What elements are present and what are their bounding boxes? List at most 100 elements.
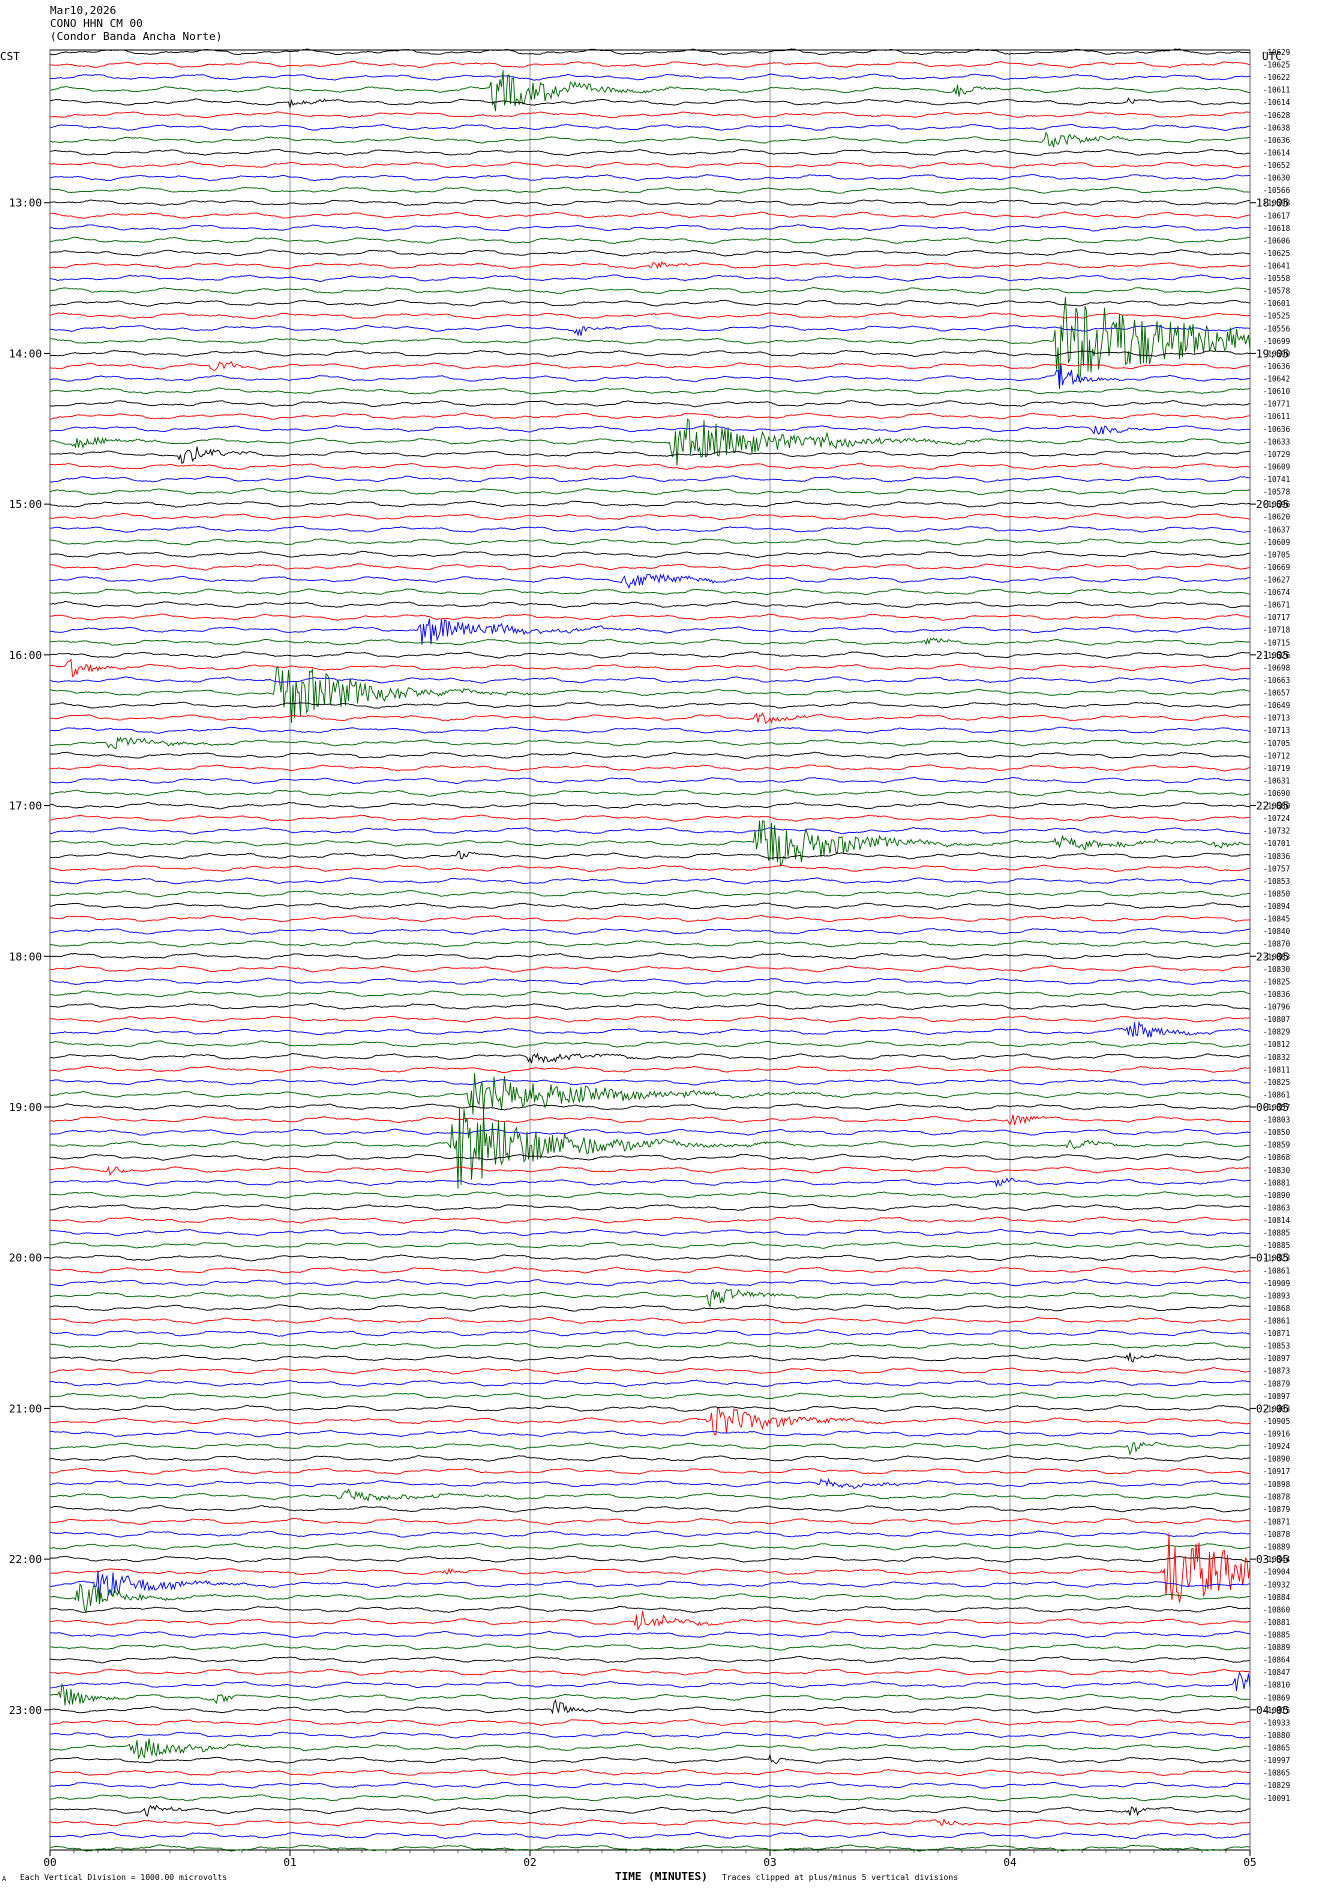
- trace-offset-label: -10878: [1263, 1492, 1291, 1501]
- trace-line: [49, 1455, 1251, 1463]
- trace-offset-label: -10715: [1263, 638, 1290, 647]
- trace-offset-label: -10696: [1263, 500, 1291, 509]
- trace-offset-label: -10609: [1263, 462, 1290, 471]
- trace-line: [49, 148, 1251, 157]
- trace-offset-label: -10626: [1263, 651, 1291, 660]
- trace-line: [50, 70, 1251, 112]
- trace-offset-label: -10880: [1263, 1731, 1291, 1740]
- left-hour-label: 16:00: [9, 649, 42, 662]
- trace-line: [49, 940, 1251, 948]
- left-hour-label: 20:00: [9, 1252, 42, 1265]
- trace-line: [50, 736, 1251, 750]
- trace-line: [50, 1191, 1251, 1199]
- trace-offset-label: -10814: [1263, 1216, 1291, 1225]
- trace-line: [49, 475, 1251, 483]
- trace-offset-label: -10881: [1263, 1178, 1290, 1187]
- trace-line: [49, 927, 1251, 935]
- trace-line: [50, 186, 1251, 194]
- trace-line: [49, 801, 1251, 810]
- trace-offset-label: -10525: [1263, 312, 1290, 321]
- left-hour-label: 18:00: [9, 950, 42, 963]
- trace-line: [49, 965, 1251, 973]
- trace-line: [49, 637, 1251, 646]
- trace-line: [49, 820, 1251, 868]
- trace-line: [49, 1818, 1251, 1827]
- trace-line: [49, 1352, 1251, 1363]
- right-hour-label: 01:05: [1256, 1252, 1289, 1265]
- trace-offset-label: -10601: [1263, 299, 1290, 308]
- trace-offset-label: -10671: [1263, 601, 1290, 610]
- trace-line: [50, 751, 1251, 759]
- trace-line: [49, 666, 1250, 723]
- trace-offset-label: -10847: [1263, 1668, 1290, 1677]
- trace-line: [49, 658, 1251, 678]
- trace-line: [49, 161, 1251, 169]
- trace-offset-label: -10611: [1263, 412, 1290, 421]
- trace-offset-label: -10625: [1263, 249, 1290, 258]
- trace-line: [50, 446, 1251, 465]
- trace-line: [49, 1605, 1251, 1614]
- trace-line: [49, 952, 1251, 960]
- trace-line: [49, 990, 1251, 998]
- trace-offset-label: -10717: [1263, 613, 1290, 622]
- trace-offset-label: -10890: [1263, 1455, 1291, 1464]
- trace-line: [49, 651, 1251, 659]
- trace-line: [49, 1108, 1251, 1189]
- trace-offset-label: -10897: [1263, 1392, 1290, 1401]
- trace-line: [49, 1279, 1251, 1287]
- trace-offset-label: -10712: [1263, 751, 1290, 760]
- trace-offset-label: -10633: [1263, 437, 1290, 446]
- trace-offset-label: -10909: [1263, 1279, 1290, 1288]
- trace-offset-label: -10905: [1263, 1417, 1290, 1426]
- trace-offset-label: -10830: [1263, 1166, 1291, 1175]
- trace-offset-label: -10705: [1263, 550, 1290, 559]
- left-hour-label: 21:00: [9, 1402, 42, 1415]
- trace-offset-label: -10669: [1263, 563, 1290, 572]
- left-hour-label: 13:00: [9, 197, 42, 210]
- trace-line: [49, 588, 1251, 596]
- trace-offset-label: -10771: [1263, 400, 1290, 409]
- trace-offset-label: -10850: [1263, 889, 1291, 898]
- trace-offset-label: -10829: [1263, 1781, 1290, 1790]
- x-tick-label: 03: [763, 1856, 776, 1869]
- trace-line: [49, 1229, 1251, 1237]
- trace-line: [49, 1065, 1251, 1073]
- trace-offset-label: -10713: [1263, 714, 1290, 723]
- left-timezone-label: CST: [0, 50, 20, 63]
- trace-offset-label: -10933: [1263, 1718, 1290, 1727]
- trace-line: [49, 299, 1251, 307]
- left-hour-label: 15:00: [9, 498, 42, 511]
- trace-line: [49, 1643, 1251, 1651]
- trace-offset-label: -10845: [1263, 915, 1290, 924]
- trace-offset-label: -10713: [1263, 726, 1290, 735]
- left-hour-label: 23:00: [9, 1704, 42, 1717]
- trace-line: [49, 1731, 1251, 1739]
- x-tick-label: 05: [1243, 1856, 1256, 1869]
- trace-offset-label: -10915: [1263, 1706, 1290, 1715]
- trace-line: [49, 131, 1250, 148]
- trace-line: [49, 324, 1251, 337]
- trace-line: [49, 412, 1251, 420]
- right-hour-label: 20:05: [1256, 498, 1289, 511]
- trace-offset-label: -10903: [1263, 1404, 1290, 1413]
- trace-line: [49, 1254, 1251, 1262]
- trace-offset-label: -10629: [1263, 48, 1290, 57]
- trace-offset-label: -10556: [1263, 324, 1291, 333]
- trace-offset-label: -10861: [1263, 1266, 1290, 1275]
- trace-line: [49, 1392, 1251, 1400]
- trace-line: [49, 877, 1251, 885]
- trace-line: [49, 1367, 1251, 1375]
- trace-line: [49, 1668, 1251, 1676]
- trace-offset-label: -10628: [1263, 111, 1291, 120]
- trace-offset-label: -10631: [1263, 776, 1290, 785]
- trace-line: [49, 1738, 1250, 1760]
- trace-line: [49, 1611, 1251, 1632]
- trace-offset-label: -10698: [1263, 663, 1291, 672]
- trace-offset-label: -10657: [1263, 689, 1290, 698]
- trace-line: [50, 1329, 1251, 1337]
- trace-line: [50, 73, 1251, 81]
- trace-line: [49, 111, 1251, 119]
- trace-offset-label: -10924: [1263, 1442, 1291, 1451]
- trace-line: [49, 512, 1251, 521]
